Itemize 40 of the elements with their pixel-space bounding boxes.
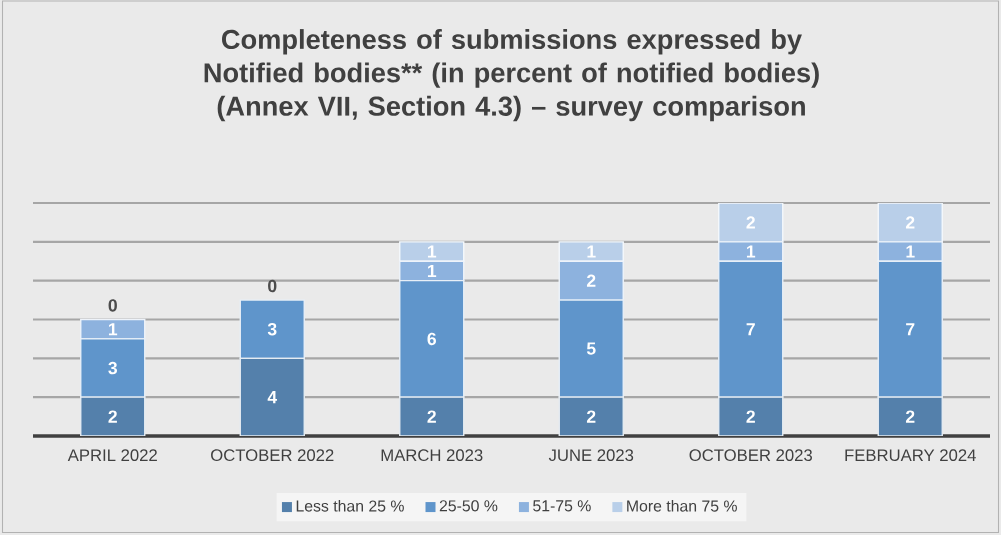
data-label: 1 [906, 245, 915, 258]
data-label: 0 [268, 279, 277, 293]
data-label: 2 [905, 216, 915, 229]
data-label: 7 [906, 323, 915, 336]
data-label: 2 [905, 410, 915, 423]
data-label: 2 [586, 274, 596, 287]
data-label: 1 [427, 245, 437, 258]
data-label: 7 [746, 323, 755, 336]
data-label: 3 [108, 361, 118, 375]
x-tick-label: OCTOBER 2023 [689, 449, 812, 462]
data-label: 6 [427, 332, 437, 346]
data-label: 5 [586, 342, 596, 355]
data-label: 2 [427, 410, 436, 423]
bar [399, 396, 465, 436]
x-tick-label: MARCH 2023 [381, 449, 483, 462]
data-label: 1 [587, 245, 596, 258]
legend-label: 51-75 % [533, 500, 591, 512]
data-label: 2 [746, 216, 755, 229]
x-tick-label: OCTOBER 2022 [211, 449, 334, 462]
x-tick-label: FEBRUARY 2024 [845, 449, 976, 462]
bar [239, 357, 305, 436]
data-label: 3 [267, 322, 277, 336]
chart-title: Completeness of submissions expressed by Notified bodies** (in percent of notified bodies) (Annex VII, Section 4.3) – survey comparison [204, 29, 819, 122]
data-label: 2 [108, 410, 117, 423]
x-tick-label: JUNE 2023 [548, 449, 634, 462]
bar [877, 396, 943, 436]
legend-label: Less than 25 % [296, 500, 404, 512]
legend-label: More than 75 % [627, 500, 737, 512]
bar [80, 396, 146, 436]
data-label: 1 [108, 323, 118, 336]
data-label: 2 [586, 410, 596, 423]
x-tick-label: APRIL 2022 [67, 449, 157, 462]
bar [558, 396, 624, 436]
data-label: 4 [267, 391, 278, 404]
data-label: 2 [746, 410, 755, 423]
legend-label: 25-50 % [439, 500, 498, 512]
data-label: 1 [746, 245, 756, 258]
data-label: 0 [108, 299, 117, 312]
data-label: 1 [427, 264, 437, 277]
bar [718, 396, 784, 436]
